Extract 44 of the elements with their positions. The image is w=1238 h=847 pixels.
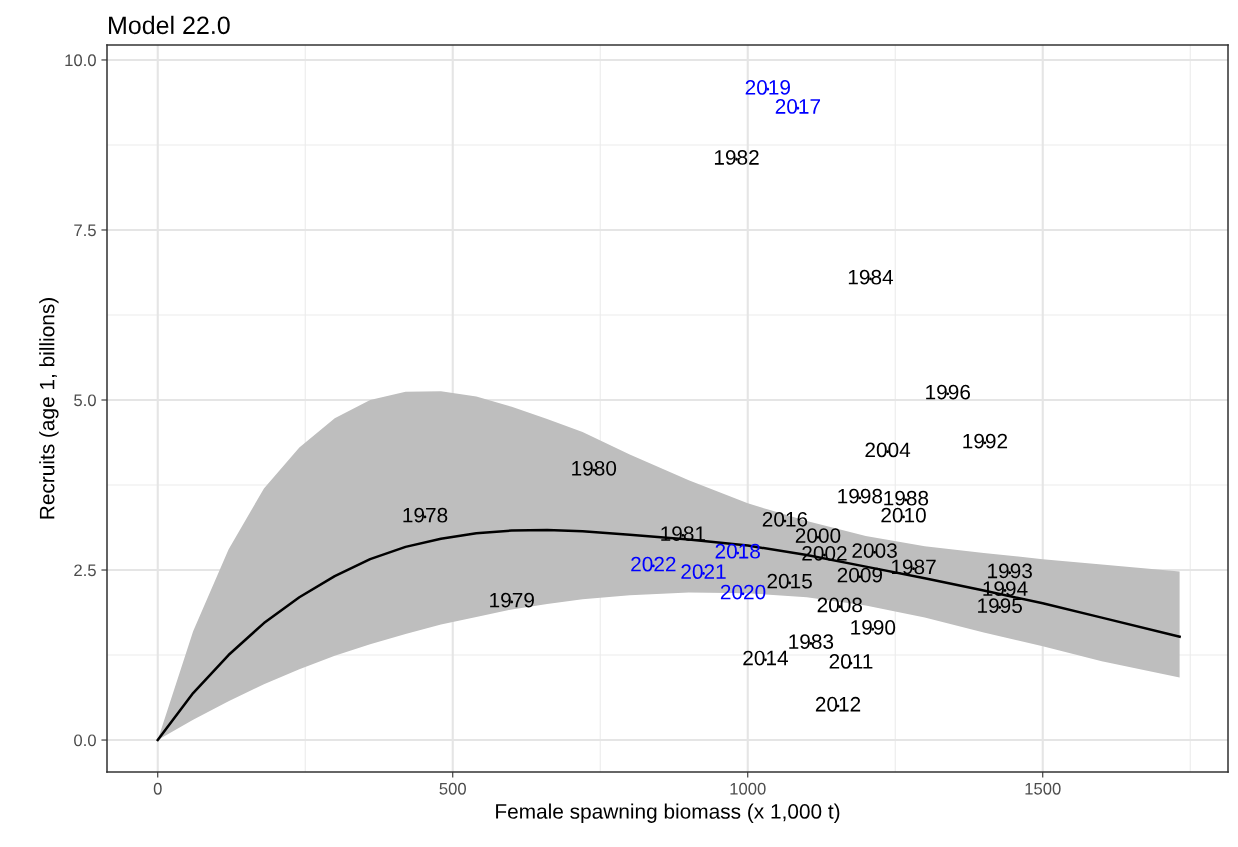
series-label: 2004 <box>865 442 911 458</box>
series-label: 2014 <box>743 650 789 666</box>
x-tick-label: 1000 <box>730 782 766 795</box>
series-label: 2022 <box>631 556 676 572</box>
x-axis-title: Female spawning biomass (x 1,000 t) <box>496 803 840 823</box>
series-label: 2008 <box>817 597 863 613</box>
series-label: 1988 <box>884 490 929 506</box>
series-label: 2021 <box>681 564 726 580</box>
series-label: 2015 <box>767 573 812 589</box>
series-label: 1994 <box>983 581 1028 597</box>
x-tick-label: 0 <box>153 782 162 795</box>
y-tick-label: 0.0 <box>74 734 96 747</box>
series-label: 1980 <box>572 460 617 476</box>
series-label: 2010 <box>881 507 926 523</box>
series-label: 2016 <box>762 511 808 527</box>
series-label: 1982 <box>714 150 759 165</box>
x-tick-label: 1500 <box>1025 782 1061 795</box>
series-label: 2011 <box>829 654 873 669</box>
series-label: 1995 <box>978 598 1022 614</box>
series-label: 1998 <box>838 488 883 504</box>
series-label: 2012 <box>815 696 861 712</box>
y-tick-label: 10.0 <box>65 54 96 67</box>
y-tick-label: 7.5 <box>74 224 96 237</box>
series-label: 2000 <box>795 528 841 543</box>
series-label: 2009 <box>837 567 883 583</box>
series-label: 1996 <box>926 384 971 400</box>
series-label: 2019 <box>745 80 790 95</box>
y-tick-label: 2.5 <box>74 564 96 577</box>
series-label: 1993 <box>988 563 1032 579</box>
chart-title: Model 22.0 <box>109 15 230 35</box>
series-label: 1978 <box>403 507 448 523</box>
y-axis-title: Recruits (age 1, billions) <box>39 298 59 519</box>
line-series <box>156 528 1181 742</box>
series-label: 2003 <box>852 543 897 558</box>
series-label: 2018 <box>715 543 760 559</box>
series-label: 1983 <box>789 634 834 650</box>
y-tick-label: 5.0 <box>74 394 96 407</box>
x-tick-label: 500 <box>439 782 466 795</box>
series-label: 2020 <box>720 584 766 600</box>
series-label: 1990 <box>851 620 896 635</box>
series-label: 2017 <box>775 99 821 114</box>
series-label: 1984 <box>848 269 894 285</box>
series-label: 1992 <box>963 433 1008 449</box>
series-label: 1979 <box>490 592 534 608</box>
